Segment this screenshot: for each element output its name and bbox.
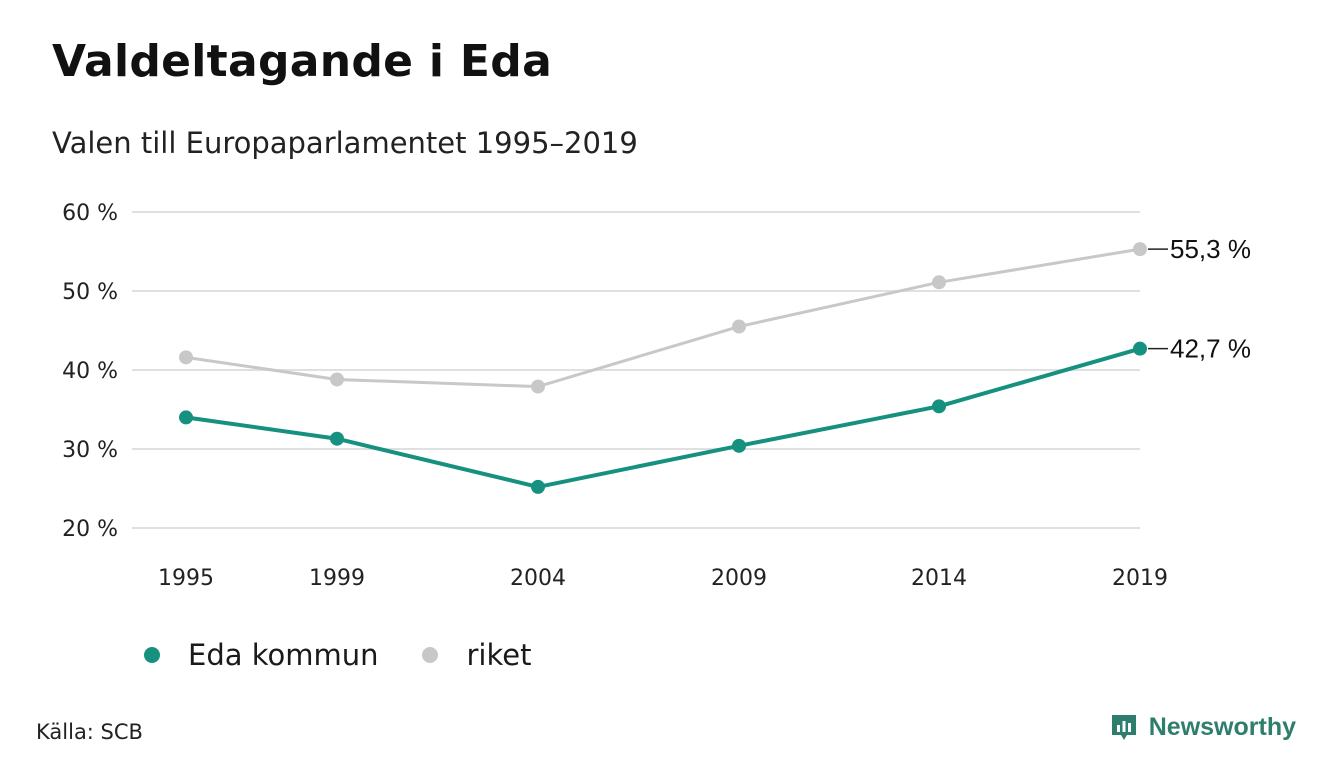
x-tick-label: 2004: [510, 566, 566, 591]
x-tick-label: 1995: [158, 566, 214, 591]
legend-item-riket: riket: [422, 638, 531, 672]
legend: Eda kommun riket: [144, 638, 575, 672]
x-axis-tick-labels: 1995 1999 2004 2009 2014 2019: [158, 566, 1168, 591]
series-line-eda: [184, 346, 1142, 489]
brand-name: Newsworthy: [1148, 712, 1296, 741]
end-label-riket: 55,3 %: [1170, 234, 1251, 264]
end-label-eda: 42,7 %: [1170, 334, 1251, 364]
legend-item-eda-kommun: Eda kommun: [144, 638, 378, 672]
series-line-riket: [184, 247, 1142, 389]
data-point-eda: [932, 399, 946, 414]
x-tick-label: 2019: [1112, 566, 1168, 591]
data-point-riket: [179, 350, 193, 365]
y-tick-label: 60 %: [62, 201, 118, 226]
grid-lines: [132, 211, 1140, 529]
x-tick-label: 2009: [711, 566, 767, 591]
x-tick-label: 1999: [309, 566, 365, 591]
line-chart: 20 % 30 % 40 % 50 % 60 % 1995 1999 2004 2009 201…: [62, 201, 1251, 591]
data-point-eda: [732, 438, 746, 453]
data-point-riket: [932, 275, 946, 290]
data-point-eda: [330, 431, 344, 446]
data-point-riket: [732, 319, 746, 334]
y-tick-label: 20 %: [62, 517, 118, 542]
data-point-riket: [330, 372, 344, 387]
series-lines: [179, 242, 1147, 494]
chart-subtitle: Valen till Europaparlamentet 1995–2019: [52, 126, 638, 160]
legend-marker-riket: [422, 647, 439, 663]
brand-logo: Newsworthy: [1109, 712, 1296, 742]
source-note: Källa: SCB: [36, 720, 143, 744]
x-tick-label: 2014: [911, 566, 967, 591]
legend-marker-eda-kommun: [144, 647, 160, 663]
chart-title: Valdeltagande i Eda: [52, 36, 553, 87]
y-tick-label: 50 %: [62, 280, 118, 305]
data-point-eda: [179, 410, 193, 425]
end-labels: 55,3 % 42,7 %: [1148, 234, 1251, 364]
newsworthy-logo-icon: [1111, 715, 1136, 740]
data-point-riket: [531, 379, 545, 394]
legend-label-riket: riket: [466, 638, 532, 672]
data-point-riket: [1133, 242, 1147, 257]
y-axis-tick-labels: 20 % 30 % 40 % 50 % 60 %: [62, 201, 118, 542]
data-point-eda: [531, 479, 545, 494]
y-tick-label: 40 %: [62, 359, 118, 384]
data-point-eda: [1133, 341, 1147, 356]
y-tick-label: 30 %: [62, 438, 118, 463]
legend-label-eda-kommun: Eda kommun: [188, 638, 379, 672]
